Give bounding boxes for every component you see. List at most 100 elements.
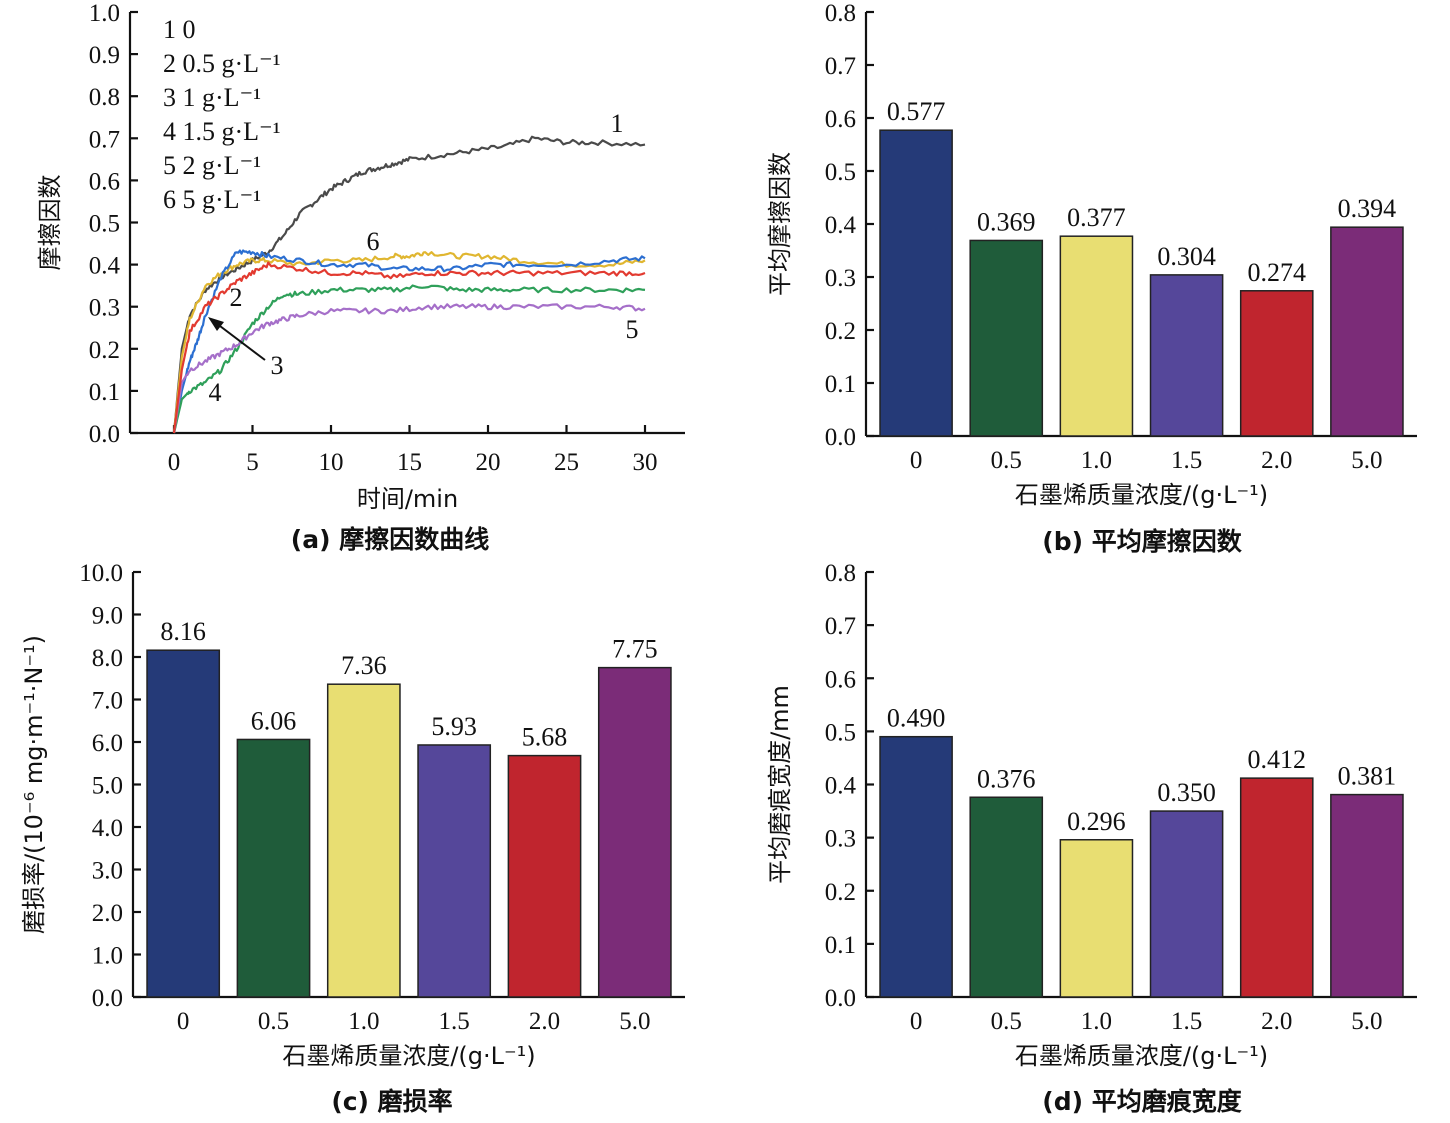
bar-value-label: 0.412 — [1248, 745, 1307, 774]
y-axis-label: 平均磨痕宽度/mm — [766, 685, 794, 884]
y-tick-label: 0.1 — [825, 932, 856, 959]
curve-number-label: 2 — [230, 283, 243, 312]
series-line-4 — [172, 284, 646, 434]
x-tick-label: 5.0 — [619, 1008, 650, 1035]
bar-value-label: 0.274 — [1248, 258, 1307, 287]
bar-value-label: 0.577 — [887, 97, 946, 126]
bar-value-label: 7.36 — [341, 651, 387, 680]
y-tick-label: 0.2 — [825, 318, 856, 345]
y-axis-label: 磨损率/(10⁻⁶ mg·m⁻¹·N⁻¹) — [20, 635, 48, 934]
y-tick-label: 3.0 — [92, 858, 123, 885]
bar — [969, 796, 1044, 998]
series-line-3 — [172, 249, 646, 434]
bar-value-label: 0.369 — [977, 207, 1036, 236]
bar-value-label: 0.377 — [1067, 203, 1126, 232]
x-tick-label: 1.5 — [1171, 1008, 1202, 1035]
y-tick-label: 1.0 — [89, 0, 120, 27]
bar — [879, 735, 953, 998]
chart-caption: (a) 摩擦因数曲线 — [291, 525, 489, 554]
x-tick-label: 0.5 — [991, 447, 1022, 474]
y-tick-label: 1.0 — [92, 943, 123, 970]
x-tick-label: 0.5 — [258, 1008, 289, 1035]
legend-entry: 2 0.5 g·L⁻¹ — [163, 49, 281, 78]
y-tick-label: 0.1 — [825, 371, 856, 398]
x-tick-label: 1.0 — [1081, 447, 1112, 474]
legend-entry: 5 2 g·L⁻¹ — [163, 151, 261, 180]
y-tick-label: 0.5 — [825, 159, 856, 186]
y-tick-label: 0.3 — [825, 265, 856, 292]
bar-value-label: 0.296 — [1067, 807, 1126, 836]
legend-entry: 3 1 g·L⁻¹ — [163, 83, 261, 112]
y-tick-label: 0.4 — [825, 773, 857, 800]
y-tick-label: 0.4 — [89, 253, 121, 280]
x-tick-label: 5 — [246, 449, 259, 476]
bar — [597, 666, 672, 998]
x-tick-label: 0 — [168, 449, 181, 476]
bar-value-label: 5.68 — [522, 723, 568, 752]
legend-entry: 6 5 g·L⁻¹ — [163, 185, 261, 214]
annotation-arrow-line — [215, 322, 266, 361]
x-tick-label: 15 — [397, 449, 422, 476]
x-tick-label: 0.5 — [991, 1008, 1022, 1035]
x-tick-label: 1.0 — [348, 1008, 379, 1035]
x-tick-label: 0 — [177, 1008, 190, 1035]
x-tick-label: 2.0 — [1261, 447, 1292, 474]
x-tick-label: 1.5 — [439, 1008, 470, 1035]
y-tick-label: 9.0 — [92, 603, 123, 630]
x-tick-label: 0 — [910, 1008, 923, 1035]
x-tick-label: 0 — [910, 447, 923, 474]
y-tick-label: 0.0 — [825, 985, 856, 1012]
x-tick-label: 1.0 — [1081, 1008, 1112, 1035]
curve-number-label: 1 — [611, 109, 624, 138]
series-line-6 — [172, 261, 646, 434]
bar-value-label: 0.490 — [887, 704, 946, 733]
bar — [1330, 226, 1404, 437]
bar-value-label: 0.304 — [1157, 242, 1216, 271]
y-tick-label: 4.0 — [92, 815, 123, 842]
annotation-arrow-head — [208, 317, 224, 331]
bar-value-label: 0.381 — [1338, 762, 1397, 791]
bar-value-label: 0.376 — [977, 764, 1036, 793]
series-line-5 — [172, 303, 646, 434]
series-line-1 — [172, 135, 646, 434]
y-tick-label: 0.8 — [89, 84, 120, 111]
series-line-2 — [172, 251, 646, 434]
x-axis-label: 时间/min — [357, 485, 458, 513]
bar — [1239, 777, 1314, 998]
bar-value-label: 7.75 — [612, 635, 658, 664]
legend-entry: 1 0 — [163, 15, 196, 44]
y-tick-label: 0.5 — [89, 211, 120, 238]
bar-value-label: 5.93 — [431, 712, 477, 741]
curve-number-label: 4 — [209, 378, 222, 407]
bar — [879, 129, 953, 437]
y-tick-label: 10.0 — [79, 560, 123, 587]
x-tick-label: 2.0 — [1261, 1008, 1292, 1035]
y-tick-label: 0.8 — [825, 0, 856, 27]
bar-value-label: 6.06 — [251, 706, 297, 735]
legend-entry: 4 1.5 g·L⁻¹ — [163, 117, 281, 146]
bar — [1149, 810, 1224, 998]
y-tick-label: 0.0 — [92, 985, 123, 1012]
y-tick-label: 0.6 — [89, 168, 120, 195]
y-tick-label: 0.8 — [825, 560, 856, 587]
y-axis-label: 平均摩擦因数 — [766, 152, 794, 296]
y-tick-label: 0.3 — [89, 295, 120, 322]
y-tick-label: 0.3 — [825, 826, 856, 853]
bar — [146, 649, 221, 998]
y-tick-label: 0.7 — [89, 126, 120, 153]
bar — [1239, 290, 1314, 437]
y-tick-label: 8.0 — [92, 645, 123, 672]
bar — [417, 744, 492, 998]
chart-caption: (b) 平均摩擦因数 — [1042, 527, 1242, 556]
y-tick-label: 0.6 — [825, 106, 856, 133]
bar-value-label: 8.16 — [160, 617, 206, 646]
x-tick-label: 5.0 — [1351, 1008, 1382, 1035]
y-tick-label: 0.0 — [89, 421, 120, 448]
curve-number-label: 5 — [626, 315, 639, 344]
y-tick-label: 0.7 — [825, 613, 856, 640]
x-tick-label: 25 — [554, 449, 579, 476]
x-tick-label: 5.0 — [1351, 447, 1382, 474]
bar-value-label: 0.394 — [1338, 194, 1397, 223]
chart-b: 0.0 0.1 0.2 0.3 0.4 0.5 0.6 0.7 0.8 平均摩擦因数石墨烯质量浓度… — [766, 0, 1417, 556]
